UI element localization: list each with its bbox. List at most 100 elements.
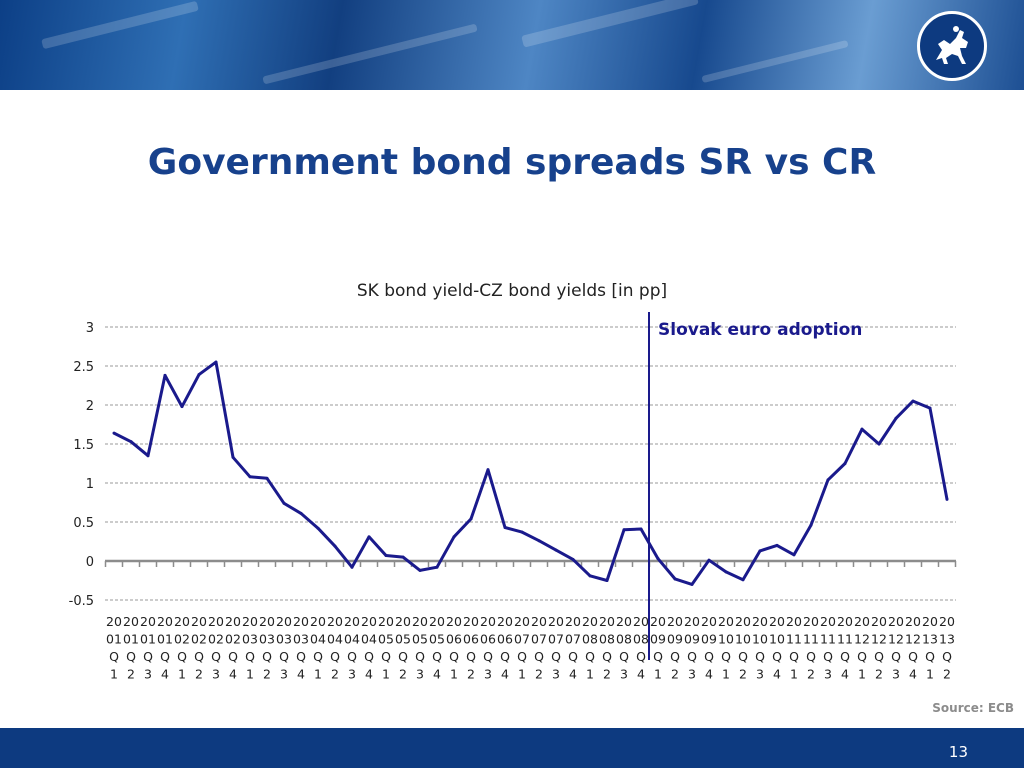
data-point xyxy=(333,544,337,548)
bank-logo-icon xyxy=(917,11,987,81)
y-tick-label: 0 xyxy=(86,555,94,570)
x-tick-label: 20 11 Q 2 xyxy=(803,614,819,682)
annotation-layer: Slovak euro adoption xyxy=(648,312,862,660)
y-axis: -0.5 0 0.5 1 1.5 2 2.5 3 xyxy=(69,321,94,609)
x-tick-label: 20 09 Q 4 xyxy=(701,614,717,682)
x-tick-label: 20 04 Q 4 xyxy=(361,614,377,682)
y-tick-label: -0.5 xyxy=(69,594,94,609)
x-tick-label: 20 05 Q 2 xyxy=(395,614,411,682)
x-tick-label: 20 02 Q 4 xyxy=(225,614,241,682)
data-point xyxy=(367,535,371,539)
y-tick-label: 0.5 xyxy=(73,516,94,531)
series-layer xyxy=(112,360,949,586)
x-tick-label: 20 12 Q 4 xyxy=(905,614,921,682)
x-tick-label: 20 07 Q 4 xyxy=(565,614,581,682)
data-point xyxy=(180,405,184,409)
data-point xyxy=(520,530,524,534)
gridlines xyxy=(105,326,956,601)
slide-title: Government bond spreads SR vs CR xyxy=(147,142,877,183)
x-tick-label: 20 12 Q 1 xyxy=(854,614,870,682)
data-point xyxy=(758,549,762,553)
y-tick-label: 3 xyxy=(86,321,94,336)
data-point xyxy=(350,565,354,569)
x-tick-label: 20 04 Q 1 xyxy=(310,614,326,682)
data-point xyxy=(384,554,388,558)
data-point xyxy=(945,497,949,501)
data-point xyxy=(282,501,286,505)
x-tick-label: 20 07 Q 2 xyxy=(531,614,547,682)
x-axis-labels: 20 01 Q 120 01 Q 220 01 Q 320 01 Q 420 02 Q 120 02 Q 220 02… xyxy=(106,614,955,682)
x-tick-label: 20 13 Q 1 xyxy=(922,614,938,682)
x-tick-label: 20 08 Q 1 xyxy=(582,614,598,682)
x-tick-label: 20 07 Q 1 xyxy=(514,614,530,682)
x-tick-label: 20 03 Q 3 xyxy=(276,614,292,682)
data-point xyxy=(860,427,864,431)
x-tick-label: 20 10 Q 3 xyxy=(752,614,768,682)
data-point xyxy=(554,548,558,552)
data-point xyxy=(265,476,269,480)
data-point xyxy=(469,517,473,521)
x-tick-label: 20 08 Q 3 xyxy=(616,614,632,682)
x-tick-label: 20 05 Q 3 xyxy=(412,614,428,682)
euro-adoption-label: Slovak euro adoption xyxy=(658,320,862,340)
footer-bar xyxy=(0,728,1024,768)
data-point xyxy=(571,557,575,561)
data-point xyxy=(299,511,303,515)
x-tick-label: 20 13 Q 2 xyxy=(939,614,955,682)
data-point xyxy=(418,568,422,572)
data-point xyxy=(775,543,779,547)
data-point xyxy=(452,535,456,539)
x-tick-label: 20 05 Q 1 xyxy=(378,614,394,682)
x-tick-label: 20 11 Q 4 xyxy=(837,614,853,682)
data-point xyxy=(877,442,881,446)
data-point xyxy=(197,373,201,377)
data-point xyxy=(724,570,728,574)
banner-decoration xyxy=(262,23,478,85)
x-tick-label: 20 06 Q 1 xyxy=(446,614,462,682)
banner-decoration xyxy=(41,0,199,50)
data-point xyxy=(231,455,235,459)
data-point xyxy=(622,528,626,532)
x-tick-label: 20 12 Q 3 xyxy=(888,614,904,682)
x-tick-label: 20 01 Q 1 xyxy=(106,614,122,682)
data-point xyxy=(316,526,320,530)
data-point xyxy=(792,553,796,557)
data-point xyxy=(588,574,592,578)
data-point xyxy=(537,539,541,543)
data-point xyxy=(741,578,745,582)
data-point xyxy=(214,360,218,364)
line-chart: SK bond yield-CZ bond yields [in pp] -0.… xyxy=(69,281,957,682)
x-tick-label: 20 02 Q 1 xyxy=(174,614,190,682)
data-point xyxy=(486,468,490,472)
data-point xyxy=(112,431,116,435)
x-tick-label: 20 08 Q 2 xyxy=(599,614,615,682)
data-point xyxy=(146,454,150,458)
y-tick-label: 2.5 xyxy=(73,360,94,375)
banner-decoration xyxy=(521,0,699,48)
y-tick-label: 1 xyxy=(86,477,94,492)
x-tick-label: 20 06 Q 4 xyxy=(497,614,513,682)
x-tick-label: 20 12 Q 2 xyxy=(871,614,887,682)
data-point xyxy=(639,527,643,531)
horse-rider-icon xyxy=(936,26,968,64)
x-tick-label: 20 08 Q 4 xyxy=(633,614,649,682)
x-tick-label: 20 04 Q 3 xyxy=(344,614,360,682)
y-tick-label: 2 xyxy=(86,399,94,414)
x-tick-label: 20 09 Q 2 xyxy=(667,614,683,682)
x-tick-label: 20 10 Q 1 xyxy=(718,614,734,682)
data-point xyxy=(129,440,133,444)
data-point xyxy=(707,558,711,562)
header-banner xyxy=(0,0,1024,90)
x-axis xyxy=(104,559,957,567)
x-tick-label: 20 03 Q 1 xyxy=(242,614,258,682)
x-tick-label: 20 02 Q 2 xyxy=(191,614,207,682)
x-tick-label: 20 07 Q 3 xyxy=(548,614,564,682)
x-tick-label: 20 06 Q 2 xyxy=(463,614,479,682)
series-line xyxy=(113,360,949,586)
data-point xyxy=(826,478,830,482)
banner-decoration xyxy=(701,39,849,84)
data-point xyxy=(809,523,813,527)
page-number: 13 xyxy=(948,743,968,761)
x-tick-label: 20 03 Q 2 xyxy=(259,614,275,682)
x-tick-label: 20 01 Q 4 xyxy=(157,614,173,682)
